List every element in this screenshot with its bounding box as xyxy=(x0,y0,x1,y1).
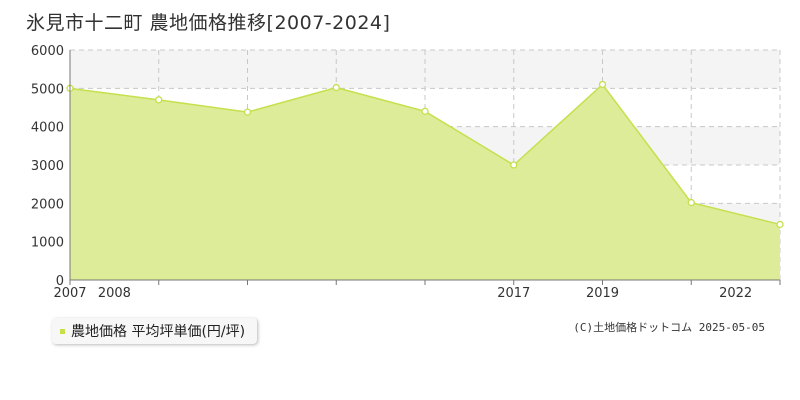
y-tick-label: 2000 xyxy=(31,197,64,212)
data-point xyxy=(598,80,607,89)
chart-axes xyxy=(69,50,781,285)
data-point xyxy=(776,220,784,229)
x-tick-label: 2008 xyxy=(98,286,131,301)
credit-text: (C)土地価格ドットコム 2025-05-05 xyxy=(573,321,765,334)
y-tick-label: 5000 xyxy=(31,82,64,97)
x-axis-labels: 200720082017201920222024 xyxy=(53,286,752,301)
page-title: 氷見市十二町 農地価格推移[2007-2024] xyxy=(26,12,391,34)
x-tick-label: 2022 xyxy=(719,286,752,301)
data-point xyxy=(155,96,163,104)
data-point xyxy=(687,198,695,207)
y-tick-label: 1000 xyxy=(31,236,64,251)
data-point xyxy=(332,83,340,92)
x-tick-label: 2017 xyxy=(497,286,530,301)
x-tick-label: 2019 xyxy=(586,286,619,301)
legend-label: 農地価格 平均坪単価(円/坪) xyxy=(71,324,246,340)
y-tick-label: 6000 xyxy=(31,44,64,59)
y-axis-labels: 0 1000 2000 3000 4000 5000 6000 xyxy=(31,44,64,289)
data-point xyxy=(510,161,518,169)
legend-swatch xyxy=(60,328,65,334)
series-area xyxy=(70,84,780,280)
x-tick-label: 2007 xyxy=(53,286,86,301)
y-tick-label: 3000 xyxy=(31,159,64,174)
y-tick-label: 4000 xyxy=(31,121,64,136)
legend: 農地価格 平均坪単価(円/坪) xyxy=(52,318,258,344)
y-tick-label: 0 xyxy=(56,274,64,289)
data-point xyxy=(421,107,429,115)
data-point xyxy=(243,108,252,116)
